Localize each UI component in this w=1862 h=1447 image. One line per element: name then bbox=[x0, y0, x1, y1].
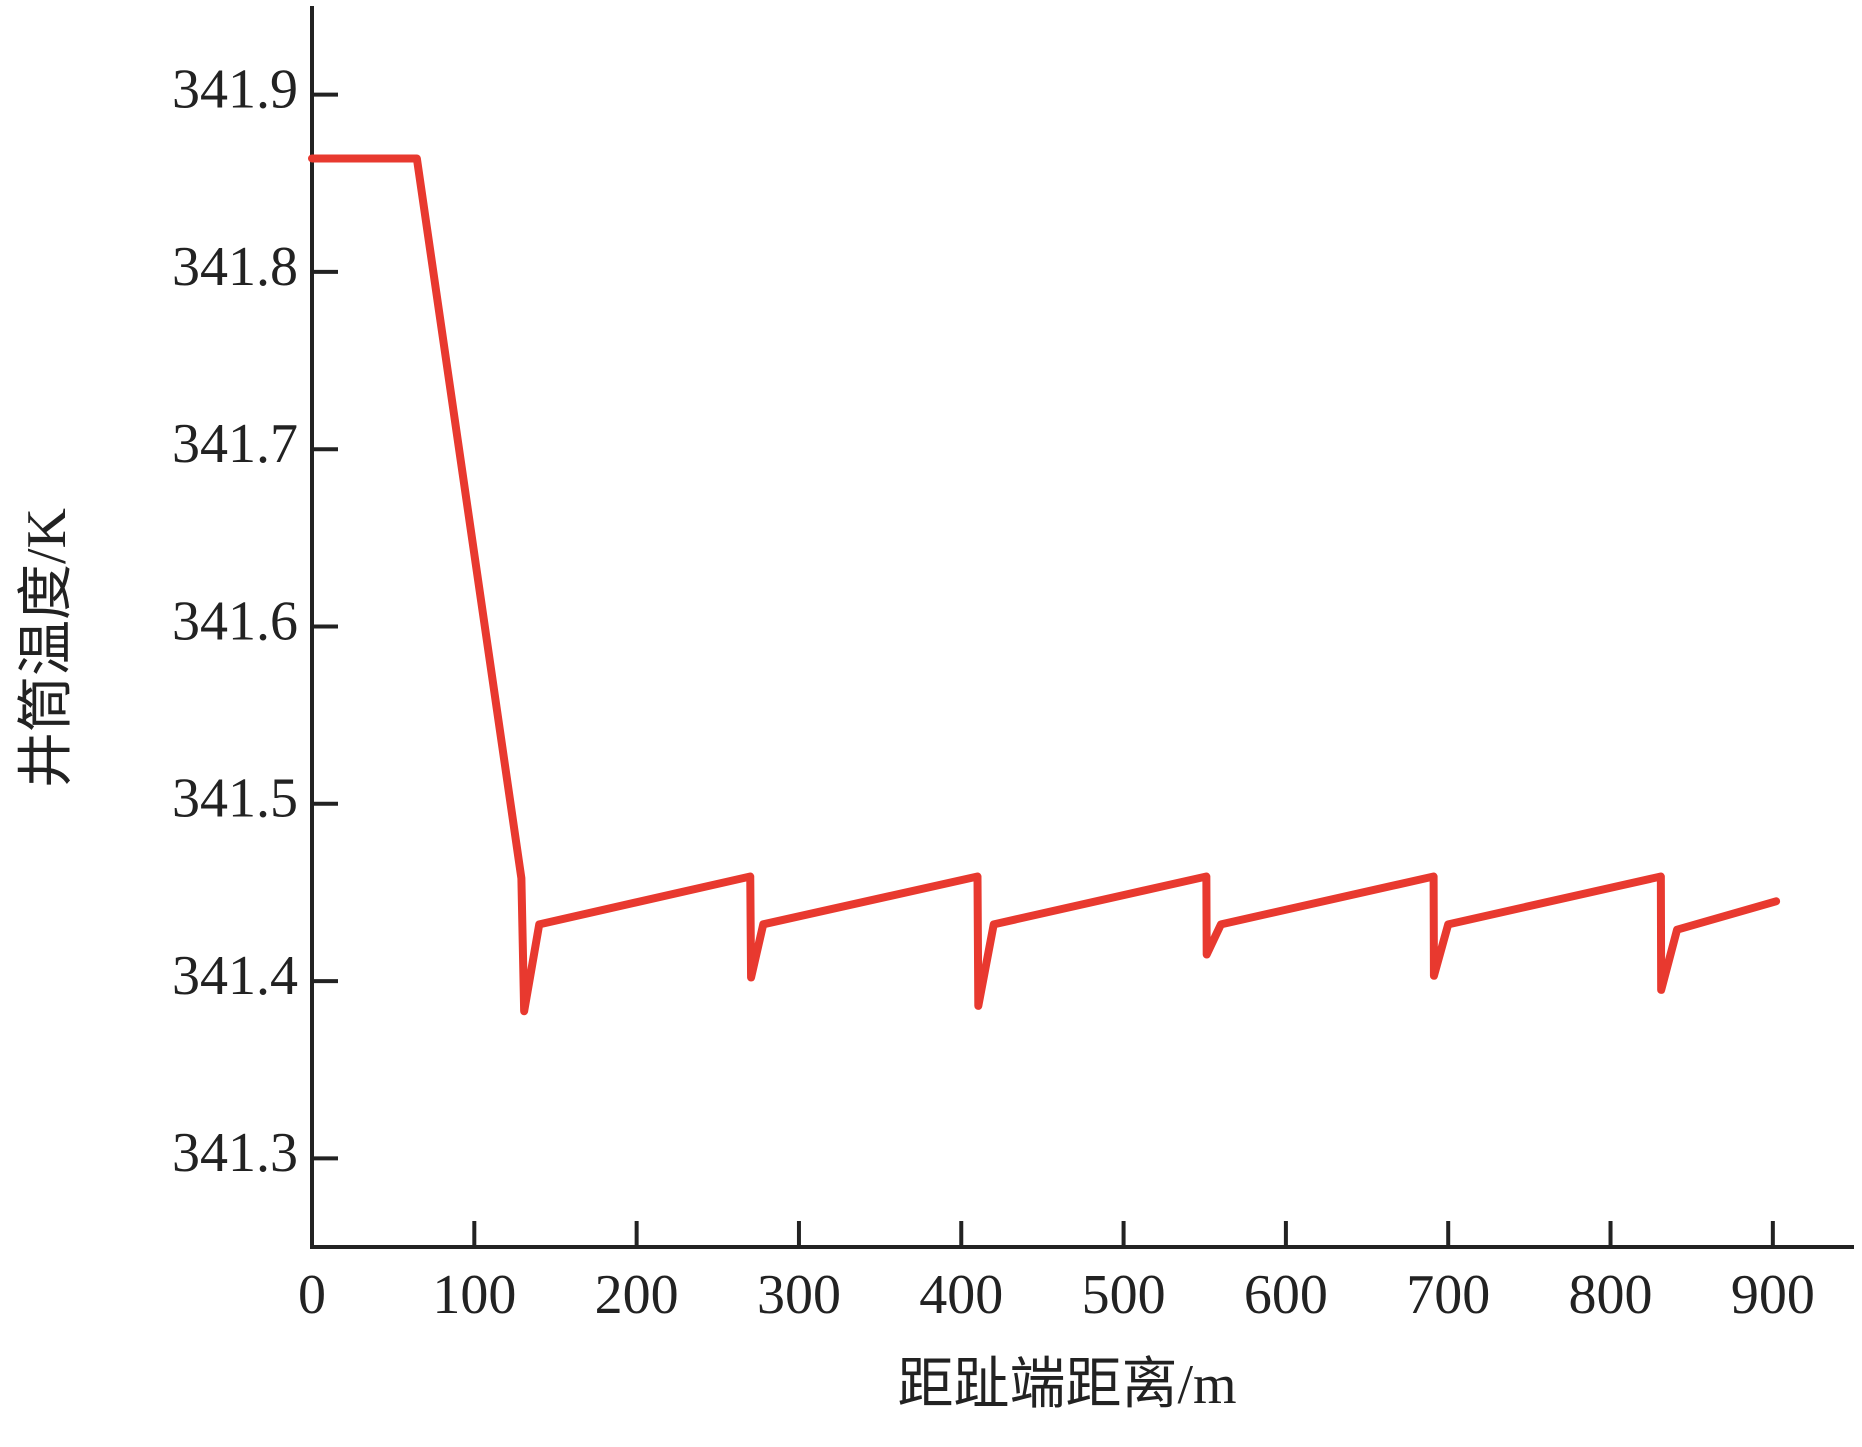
x-tick-label: 400 bbox=[919, 1264, 1003, 1326]
x-tick-label: 100 bbox=[432, 1264, 516, 1326]
y-tick-label: 341.8 bbox=[172, 236, 298, 298]
x-tick-label: 700 bbox=[1406, 1264, 1490, 1326]
y-tick-label: 341.6 bbox=[172, 590, 298, 652]
x-axis-label: 距趾端距离/m bbox=[897, 1354, 1236, 1416]
x-tick-label: 600 bbox=[1244, 1264, 1328, 1326]
y-axis-label: 井筒温度/K bbox=[16, 508, 78, 788]
x-tick-label: 200 bbox=[595, 1264, 679, 1326]
y-tick-label: 341.4 bbox=[172, 945, 298, 1007]
y-tick-label: 341.9 bbox=[172, 58, 298, 120]
x-tick-label: 800 bbox=[1569, 1264, 1653, 1326]
x-tick-label: 0 bbox=[298, 1264, 326, 1326]
x-tick-label: 900 bbox=[1731, 1264, 1815, 1326]
x-tick-label: 300 bbox=[757, 1264, 841, 1326]
x-tick-label: 500 bbox=[1082, 1264, 1166, 1326]
y-tick-label: 341.5 bbox=[172, 768, 298, 830]
y-tick-label: 341.3 bbox=[172, 1122, 298, 1184]
y-tick-label: 341.7 bbox=[172, 413, 298, 475]
data-line bbox=[308, 154, 1781, 1016]
